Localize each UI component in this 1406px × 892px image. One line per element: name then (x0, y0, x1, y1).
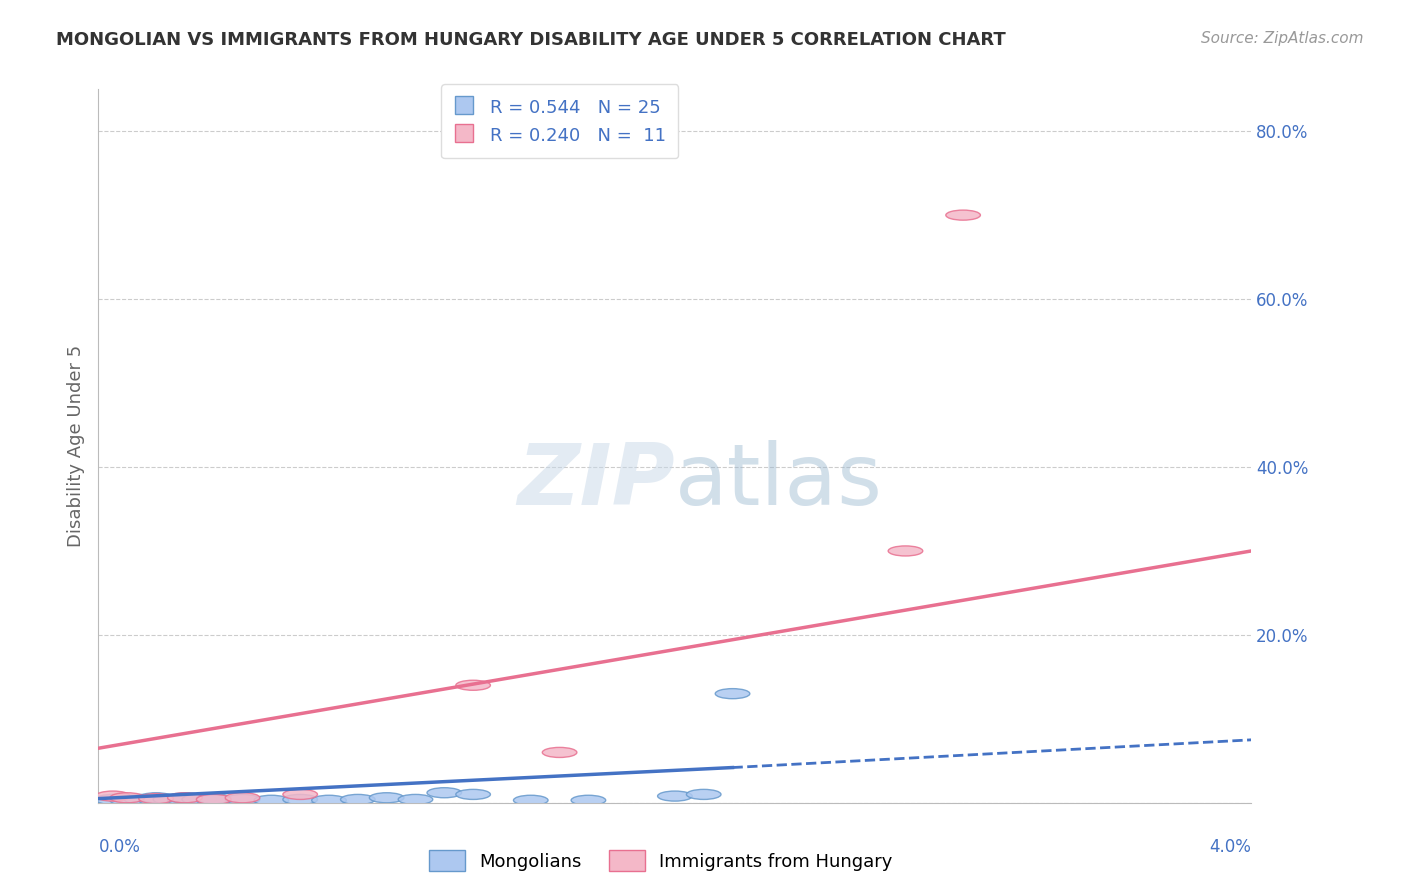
Ellipse shape (139, 793, 173, 803)
Ellipse shape (96, 791, 131, 801)
Ellipse shape (398, 795, 433, 805)
Ellipse shape (456, 789, 491, 799)
Ellipse shape (283, 789, 318, 799)
Ellipse shape (283, 795, 318, 805)
Ellipse shape (427, 788, 461, 797)
Ellipse shape (225, 795, 260, 805)
Ellipse shape (456, 681, 491, 690)
Legend: Mongolians, Immigrants from Hungary: Mongolians, Immigrants from Hungary (422, 843, 900, 879)
Ellipse shape (946, 211, 980, 220)
Ellipse shape (312, 796, 346, 805)
Ellipse shape (340, 795, 375, 805)
Ellipse shape (197, 794, 231, 804)
Ellipse shape (513, 796, 548, 805)
Ellipse shape (571, 796, 606, 805)
Text: MONGOLIAN VS IMMIGRANTS FROM HUNGARY DISABILITY AGE UNDER 5 CORRELATION CHART: MONGOLIAN VS IMMIGRANTS FROM HUNGARY DIS… (56, 31, 1005, 49)
Ellipse shape (543, 747, 576, 757)
Ellipse shape (370, 793, 404, 803)
Text: 4.0%: 4.0% (1209, 838, 1251, 856)
Ellipse shape (167, 796, 202, 805)
Ellipse shape (139, 796, 173, 805)
Ellipse shape (110, 796, 145, 805)
Legend: R = 0.544   N = 25, R = 0.240   N =  11: R = 0.544 N = 25, R = 0.240 N = 11 (441, 84, 678, 158)
Ellipse shape (686, 789, 721, 799)
Ellipse shape (254, 796, 288, 805)
Text: 0.0%: 0.0% (98, 838, 141, 856)
Text: atlas: atlas (675, 440, 883, 524)
Text: Source: ZipAtlas.com: Source: ZipAtlas.com (1201, 31, 1364, 46)
Ellipse shape (110, 793, 145, 803)
Ellipse shape (167, 793, 202, 803)
Text: ZIP: ZIP (517, 440, 675, 524)
Ellipse shape (197, 795, 231, 805)
Ellipse shape (153, 795, 188, 805)
Y-axis label: Disability Age Under 5: Disability Age Under 5 (66, 345, 84, 547)
Ellipse shape (139, 794, 173, 804)
Ellipse shape (181, 795, 217, 805)
Ellipse shape (197, 796, 231, 805)
Ellipse shape (225, 793, 260, 803)
Ellipse shape (124, 795, 159, 805)
Ellipse shape (96, 795, 131, 805)
Ellipse shape (658, 791, 692, 801)
Ellipse shape (167, 793, 202, 803)
Ellipse shape (716, 689, 749, 698)
Ellipse shape (889, 546, 922, 556)
